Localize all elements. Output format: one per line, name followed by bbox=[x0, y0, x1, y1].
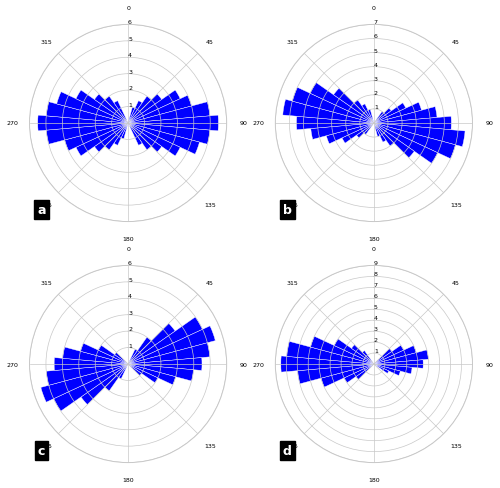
Bar bbox=[368, 110, 374, 124]
Bar bbox=[80, 344, 128, 364]
Bar bbox=[128, 102, 210, 124]
Bar bbox=[356, 364, 374, 380]
Bar bbox=[310, 337, 374, 364]
Bar bbox=[114, 102, 128, 124]
Bar bbox=[46, 364, 128, 386]
Bar bbox=[342, 124, 374, 144]
Bar bbox=[46, 124, 128, 145]
Text: a: a bbox=[37, 204, 46, 217]
Bar bbox=[98, 346, 128, 364]
Bar bbox=[282, 100, 374, 124]
Bar bbox=[374, 124, 380, 137]
Bar bbox=[128, 324, 175, 364]
Bar bbox=[356, 124, 374, 139]
Bar bbox=[105, 124, 128, 151]
Bar bbox=[94, 124, 128, 153]
Bar bbox=[128, 124, 162, 153]
Bar bbox=[298, 364, 374, 384]
Bar bbox=[38, 116, 128, 132]
Bar bbox=[128, 95, 162, 124]
Bar bbox=[374, 349, 392, 364]
Bar bbox=[41, 364, 128, 403]
Bar bbox=[374, 124, 456, 160]
Bar bbox=[128, 337, 152, 364]
Bar bbox=[128, 124, 142, 146]
Bar bbox=[64, 124, 128, 151]
Bar bbox=[128, 102, 142, 124]
Bar bbox=[128, 124, 210, 145]
Bar bbox=[128, 91, 180, 124]
Bar bbox=[56, 93, 128, 124]
Bar bbox=[326, 124, 374, 144]
Bar bbox=[374, 346, 404, 364]
Bar bbox=[128, 358, 202, 371]
Bar bbox=[374, 124, 465, 147]
Bar bbox=[105, 364, 128, 391]
Bar bbox=[334, 89, 374, 124]
Bar bbox=[76, 124, 128, 157]
Bar bbox=[374, 350, 428, 364]
Bar bbox=[128, 116, 218, 132]
Bar bbox=[374, 124, 394, 147]
Bar bbox=[334, 339, 374, 364]
Bar bbox=[128, 349, 138, 364]
Text: c: c bbox=[38, 445, 45, 457]
Bar bbox=[311, 124, 374, 140]
Bar bbox=[374, 109, 391, 124]
Bar bbox=[374, 107, 437, 124]
Bar bbox=[344, 364, 374, 383]
Bar bbox=[352, 345, 374, 364]
Bar bbox=[128, 124, 200, 155]
Bar bbox=[54, 358, 128, 371]
Bar bbox=[374, 103, 406, 124]
Bar bbox=[362, 104, 374, 124]
Bar bbox=[286, 342, 374, 364]
Bar bbox=[374, 124, 386, 143]
Bar bbox=[374, 112, 384, 124]
Bar bbox=[374, 124, 438, 164]
Bar bbox=[128, 343, 210, 364]
Bar bbox=[81, 364, 128, 405]
Text: d: d bbox=[282, 445, 292, 457]
Bar bbox=[128, 364, 176, 385]
Bar bbox=[76, 91, 128, 124]
Bar bbox=[374, 364, 400, 376]
Bar bbox=[374, 103, 422, 124]
Bar bbox=[310, 83, 374, 124]
Bar bbox=[121, 124, 128, 140]
Bar bbox=[374, 346, 416, 364]
Bar bbox=[364, 124, 374, 135]
Bar bbox=[114, 124, 128, 146]
Bar bbox=[292, 88, 374, 124]
Bar bbox=[374, 364, 412, 374]
Bar bbox=[118, 364, 128, 379]
Bar bbox=[374, 124, 414, 159]
Bar bbox=[281, 356, 374, 372]
Bar bbox=[354, 101, 374, 124]
Bar bbox=[374, 364, 389, 374]
Bar bbox=[114, 353, 128, 364]
Bar bbox=[128, 364, 158, 383]
Bar bbox=[128, 364, 141, 376]
Bar bbox=[374, 117, 452, 130]
Bar bbox=[128, 124, 152, 151]
Bar bbox=[62, 347, 128, 364]
Bar bbox=[296, 117, 374, 130]
Bar bbox=[128, 364, 194, 381]
Bar bbox=[128, 97, 152, 124]
Bar bbox=[128, 124, 180, 157]
Bar bbox=[94, 95, 128, 124]
Bar bbox=[128, 326, 216, 364]
Bar bbox=[128, 96, 192, 124]
Text: b: b bbox=[282, 204, 292, 217]
Bar bbox=[105, 97, 128, 124]
Bar bbox=[128, 317, 202, 364]
Bar bbox=[321, 364, 374, 387]
Bar bbox=[374, 360, 423, 368]
Bar bbox=[128, 108, 135, 124]
Bar bbox=[46, 102, 128, 124]
Bar bbox=[362, 351, 374, 364]
Bar bbox=[54, 364, 128, 411]
